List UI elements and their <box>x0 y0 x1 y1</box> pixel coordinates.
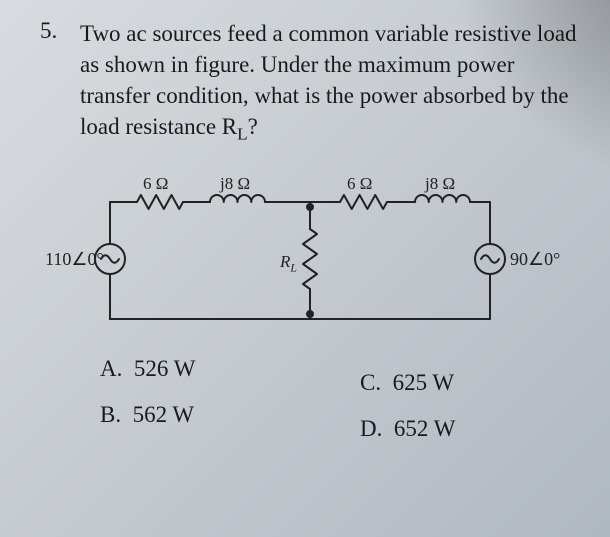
right-source-label: 90∠0° <box>510 249 560 270</box>
answer-options: A. 526 W C. 625 W B. 562 W D. 652 W <box>100 356 580 442</box>
right-inductor-label: j8 Ω <box>425 174 455 194</box>
circuit-svg <box>65 174 555 334</box>
load-label: RL <box>280 252 297 275</box>
option-b-value: 562 W <box>133 402 195 427</box>
question-number: 5. <box>40 18 64 146</box>
circuit-diagram: 6 Ω j8 Ω 6 Ω j8 Ω RL 110∠0° 90∠0° <box>65 174 555 334</box>
option-a-value: 526 W <box>134 356 196 381</box>
option-c: C. 625 W <box>360 370 580 396</box>
option-a: A. 526 W <box>100 356 320 396</box>
option-b: B. 562 W <box>100 402 320 442</box>
option-d-value: 652 W <box>394 416 456 441</box>
load-label-sub: L <box>290 260 297 274</box>
left-source-label: 110∠0° <box>45 249 104 270</box>
option-d: D. 652 W <box>360 416 580 442</box>
right-resistor-label: 6 Ω <box>347 174 372 194</box>
left-resistor-label: 6 Ω <box>143 174 168 194</box>
question-block: 5. Two ac sources feed a common variable… <box>40 18 580 146</box>
load-label-main: R <box>280 252 290 271</box>
option-c-value: 625 W <box>393 370 455 395</box>
left-inductor-label: j8 Ω <box>220 174 250 194</box>
question-text: Two ac sources feed a common variable re… <box>80 18 580 146</box>
